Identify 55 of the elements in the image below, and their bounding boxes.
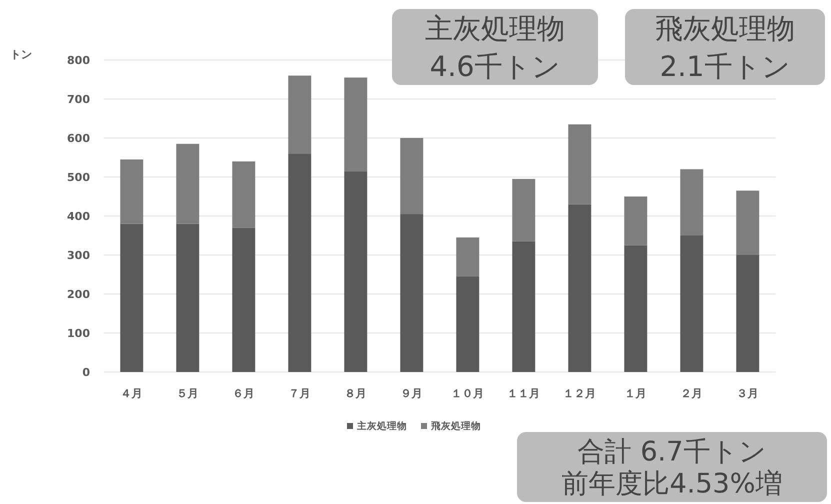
bar	[344, 171, 368, 372]
annotation: 飛灰処理物 2.1千トン	[625, 9, 825, 85]
x-tick-label: ４月	[120, 387, 143, 400]
x-tick-label: ８月	[344, 387, 367, 400]
legend-label: 主灰処理物	[356, 420, 407, 432]
y-tick-label: 800	[67, 54, 90, 67]
bar	[680, 169, 704, 236]
annotation: 2.1千トン	[660, 50, 790, 84]
bar	[176, 224, 200, 372]
bar	[400, 138, 424, 214]
x-tick-label: ３月	[736, 387, 759, 400]
bar	[232, 161, 256, 228]
x-tick-label: ６月	[232, 387, 255, 400]
bar	[176, 144, 200, 224]
bar	[120, 159, 144, 224]
bar	[344, 78, 368, 172]
bar	[456, 237, 480, 276]
bar	[120, 224, 144, 372]
bar	[736, 190, 760, 255]
bar	[624, 245, 648, 372]
y-tick-label: 0	[82, 366, 90, 379]
x-tick-label: １２月	[563, 387, 596, 400]
bar	[400, 214, 424, 372]
annotation: 主灰処理物 4.6千トン	[392, 9, 598, 85]
y-tick-label: 500	[67, 171, 90, 184]
y-tick-label: 100	[67, 327, 90, 340]
legend-item: 飛灰処理物	[421, 421, 481, 432]
bar	[512, 241, 536, 372]
bar	[736, 255, 760, 372]
y-tick-label: 600	[67, 132, 90, 145]
y-tick-label: 200	[67, 288, 90, 301]
x-tick-label: ５月	[176, 387, 199, 400]
annotation: 合計 6.7千トン 前年度比4.53%増	[517, 432, 827, 502]
x-tick-label: １１月	[507, 387, 540, 400]
bar	[288, 154, 312, 372]
bar	[624, 196, 648, 246]
x-tick-label: ７月	[288, 387, 311, 400]
x-tick-label: ２月	[680, 387, 703, 400]
bar	[232, 228, 256, 372]
bar	[568, 204, 592, 372]
y-axis-title: トン	[10, 48, 32, 61]
y-tick-label: 400	[67, 210, 90, 223]
x-tick-label: １０月	[451, 387, 484, 400]
y-tick-label: 700	[67, 93, 90, 106]
bar	[680, 236, 704, 372]
annotation: 4.6千トン	[430, 50, 560, 84]
x-tick-label: １月	[624, 387, 647, 400]
bar	[288, 76, 312, 154]
legend-label: 飛灰処理物	[430, 420, 481, 432]
bar	[512, 178, 536, 242]
bar	[568, 124, 592, 204]
x-tick-label: ９月	[400, 387, 423, 400]
bar	[456, 276, 480, 372]
y-tick-label: 300	[67, 249, 90, 262]
legend-item: 主灰処理物	[347, 421, 407, 432]
